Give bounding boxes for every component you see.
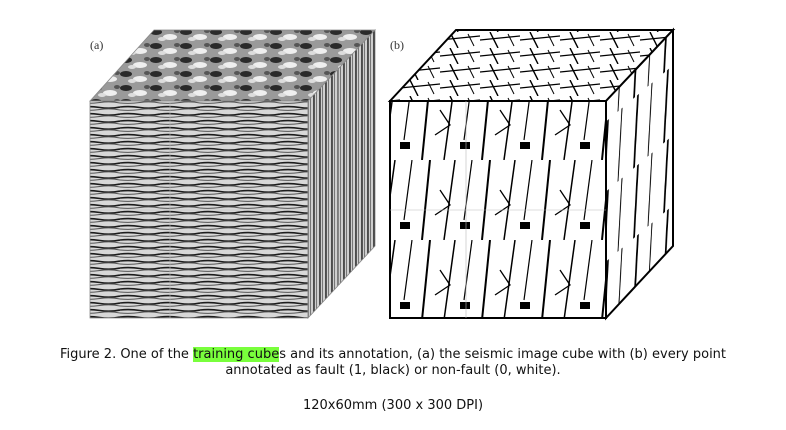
caption-line1-rest: and its annotation, (a) the seismic imag…: [285, 347, 727, 362]
caption-line-2: annotated as fault (1, black) or non-fau…: [225, 363, 561, 378]
panel-a-label: (a): [90, 38, 104, 52]
figure: (a) (b): [89, 27, 676, 321]
caption-highlight: training cube: [193, 347, 280, 362]
caption-highlight-suffix: s: [279, 347, 286, 362]
caption-prefix: Figure 2. One of the: [59, 347, 194, 362]
seismic-cube-image: [89, 27, 676, 321]
caption-line-1: Figure 2. One of the training cubes and …: [0, 347, 786, 363]
panel-b-label: (b): [390, 38, 404, 52]
figure-caption: Figure 2. One of the training cubes and …: [0, 347, 786, 379]
figure-size-note: 120x60mm (300 x 300 DPI): [302, 398, 484, 413]
